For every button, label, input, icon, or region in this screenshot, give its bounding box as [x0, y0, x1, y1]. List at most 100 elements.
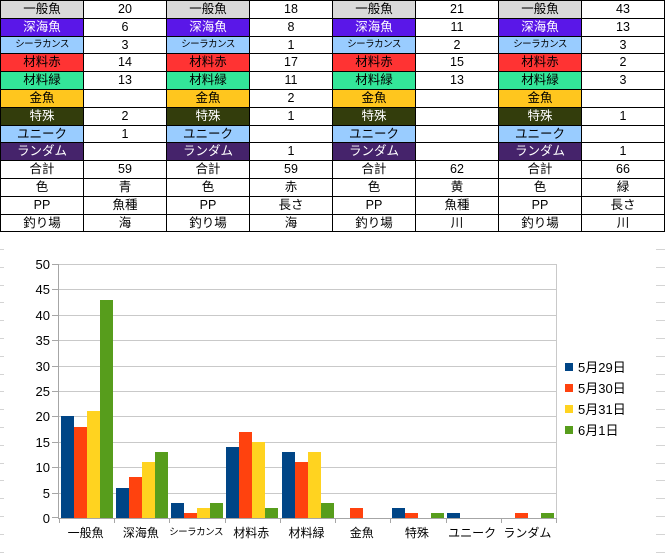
cell-value-10-g3[interactable]: 緑: [581, 177, 665, 197]
cell-label-5-g2[interactable]: 金魚: [332, 88, 416, 108]
cell-label-0-g3[interactable]: 一般魚: [498, 0, 582, 19]
cell-label-10-g1[interactable]: 色: [166, 177, 250, 197]
cell-value-11-g2[interactable]: 魚種: [415, 195, 499, 215]
cell-label-3-g0[interactable]: 材料赤: [0, 53, 84, 73]
y-tick-40: [52, 314, 59, 316]
cell-label-12-g0[interactable]: 釣り場: [0, 213, 84, 233]
bar-5月29日-特殊[interactable]: [391, 508, 405, 518]
table-row: PP 魚種 PP 長さ PP 魚種 PP 長さ: [0, 195, 665, 215]
y-tick-0: [52, 517, 59, 518]
x-axis-label-金魚: 金魚: [349, 526, 374, 540]
x-tick-8: [501, 518, 502, 523]
x-axis-label-材料緑: 材料緑: [288, 526, 325, 540]
cell-label-8-g3[interactable]: ランダム: [498, 142, 582, 162]
gridline-15: [59, 441, 556, 443]
x-axis-label-ユニーク: ユニーク: [448, 526, 497, 540]
cell-value-10-g0[interactable]: 青: [83, 177, 167, 197]
cell-value-4-g1[interactable]: 11: [249, 71, 333, 90]
cell-label-8-g1[interactable]: ランダム: [166, 142, 250, 162]
bar-5月30日-シーラカンス[interactable]: [184, 513, 198, 518]
cell-label-11-g2[interactable]: PP: [332, 195, 416, 215]
y-tick-10: [52, 467, 59, 469]
bar-5月29日-シーラカンス[interactable]: [171, 503, 185, 518]
x-axis-label-材料赤: 材料赤: [233, 526, 270, 540]
bar-5月30日-金魚[interactable]: [349, 508, 363, 518]
cell-label-4-g0[interactable]: 材料緑: [0, 71, 84, 90]
bar-5月30日-材料赤[interactable]: [239, 432, 253, 518]
cell-label-6-g0[interactable]: 特殊: [0, 106, 84, 126]
cell-label-7-g1[interactable]: ユニーク: [166, 124, 250, 144]
bar-5月31日-一般魚[interactable]: [86, 411, 100, 518]
cell-label-11-g0[interactable]: PP: [0, 195, 84, 215]
cell-label-12-g3[interactable]: 釣り場: [498, 213, 582, 233]
chart-legend[interactable]: 5月29日 5月30日 5月31日 6月1日: [565, 356, 626, 440]
cell-label-9-g0[interactable]: 合計: [0, 160, 84, 179]
cell-label-4-g1[interactable]: 材料緑: [166, 71, 250, 90]
gridline-stub: [656, 320, 665, 321]
bar-5月29日-材料赤[interactable]: [226, 447, 240, 518]
cell-label-5-g1[interactable]: 金魚: [166, 88, 250, 108]
cell-value-9-g3[interactable]: 66: [581, 160, 665, 179]
cell-value-12-g2[interactable]: 川: [415, 213, 499, 233]
bar-5月31日-材料赤[interactable]: [252, 442, 266, 518]
cell-label-1-g2[interactable]: 深海魚: [332, 17, 416, 37]
cell-label-2-g3[interactable]: シーラカンス: [498, 35, 582, 55]
cell-label-8-g2[interactable]: ランダム: [332, 142, 416, 162]
cell-label-3-g1[interactable]: 材料赤: [166, 53, 250, 73]
cell-value-12-g3[interactable]: 川: [581, 213, 665, 233]
cell-label-12-g1[interactable]: 釣り場: [166, 213, 250, 233]
gridline-stub: [0, 534, 4, 535]
table-row: 合計 59 合計 59 合計 62 合計 66: [0, 160, 665, 179]
legend-entry-5月31日[interactable]: 5月31日: [565, 398, 626, 419]
bar-5月29日-深海魚[interactable]: [115, 488, 129, 518]
cell-label-12-g2[interactable]: 釣り場: [332, 213, 416, 233]
bar-6月1日-特殊[interactable]: [430, 513, 444, 518]
cell-label-3-g3[interactable]: 材料赤: [498, 53, 582, 73]
legend-swatch-icon: [565, 425, 573, 434]
bar-5月30日-特殊[interactable]: [404, 513, 418, 518]
legend-entry-6月1日[interactable]: 6月1日: [565, 419, 626, 440]
cell-label-5-g3[interactable]: 金魚: [498, 88, 582, 108]
bar-5月31日-材料緑[interactable]: [307, 452, 321, 518]
cell-label-9-g2[interactable]: 合計: [332, 160, 416, 179]
bar-6月1日-ランダム[interactable]: [541, 513, 555, 518]
y-axis-label-25: 25: [35, 384, 50, 399]
cell-label-5-g0[interactable]: 金魚: [0, 88, 84, 108]
x-tick-3: [225, 518, 226, 523]
cell-label-3-g2[interactable]: 材料赤: [332, 53, 416, 73]
gridline-45: [59, 289, 556, 291]
bar-5月29日-ユニーク[interactable]: [447, 513, 461, 518]
cell-label-2-g1[interactable]: シーラカンス: [166, 35, 250, 55]
bar-6月1日-材料緑[interactable]: [320, 503, 334, 518]
cell-label-10-g0[interactable]: 色: [0, 177, 84, 197]
legend-entry-5月30日[interactable]: 5月30日: [565, 377, 626, 398]
cell-value-12-g0[interactable]: 海: [83, 213, 167, 233]
cell-label-8-g0[interactable]: ランダム: [0, 142, 84, 162]
bar-5月31日-シーラカンス[interactable]: [197, 508, 211, 518]
legend-entry-5月29日[interactable]: 5月29日: [565, 356, 626, 377]
cell-label-9-g3[interactable]: 合計: [498, 160, 582, 179]
bar-5月30日-材料緑[interactable]: [294, 462, 308, 518]
bar-5月29日-一般魚[interactable]: [60, 416, 74, 518]
legend-swatch-icon: [565, 404, 573, 413]
bar-6月1日-深海魚[interactable]: [154, 452, 168, 518]
bar-6月1日-シーラカンス[interactable]: [210, 503, 224, 518]
y-axis-label-0: 0: [42, 511, 50, 526]
cell-label-9-g1[interactable]: 合計: [166, 160, 250, 179]
bar-5月30日-深海魚[interactable]: [128, 477, 142, 518]
cell-label-6-g2[interactable]: 特殊: [332, 106, 416, 126]
cell-label-7-g2[interactable]: ユニーク: [332, 124, 416, 144]
gridline-stub: [0, 498, 4, 499]
bar-6月1日-材料赤[interactable]: [265, 508, 279, 518]
bar-6月1日-一般魚[interactable]: [99, 300, 113, 518]
cell-label-10-g2[interactable]: 色: [332, 177, 416, 197]
bar-5月30日-一般魚[interactable]: [73, 427, 87, 518]
cell-label-0-g0[interactable]: 一般魚: [0, 0, 84, 19]
legend-label: 6月1日: [578, 423, 619, 438]
cell-label-1-g0[interactable]: 深海魚: [0, 17, 84, 37]
bar-5月29日-材料緑[interactable]: [281, 452, 295, 518]
bar-5月30日-ランダム[interactable]: [515, 513, 529, 518]
gridline-stub: [656, 552, 665, 553]
bar-5月31日-深海魚[interactable]: [141, 462, 155, 518]
